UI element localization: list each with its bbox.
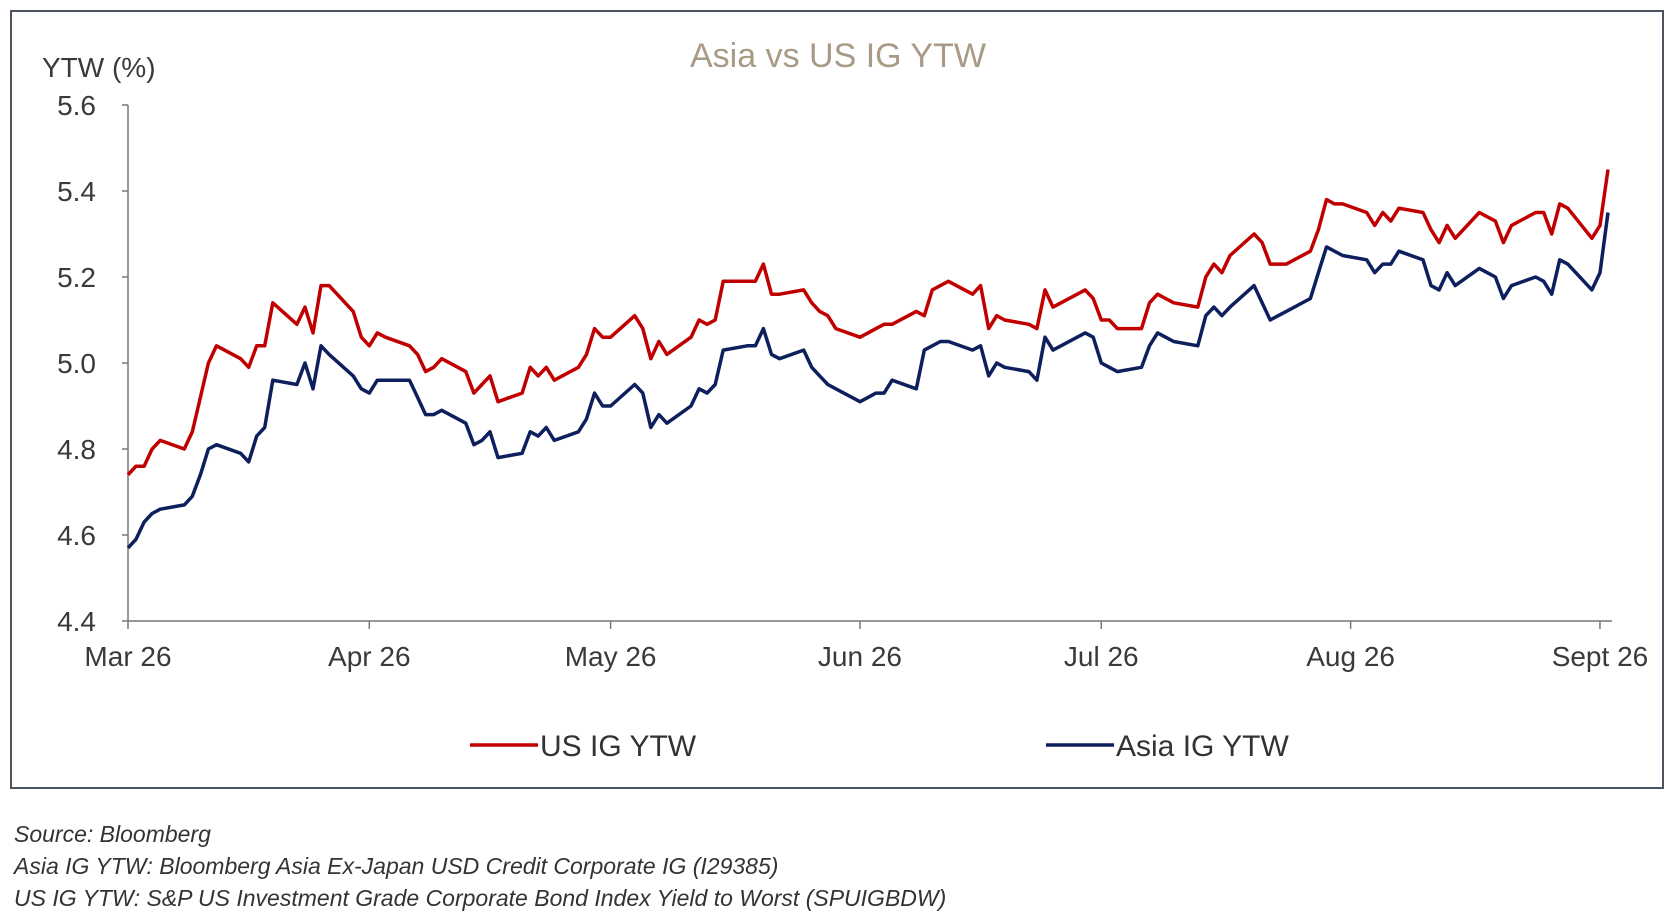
axes: 4.4 4.6 4.8 5.0 5.2 5.4 5.6 Mar 26 Apr 26 May 26 J…: [57, 90, 1648, 672]
x-tick-label: May 26: [565, 641, 657, 672]
chart-frame: [10, 10, 1664, 789]
y-tick-label: 5.0: [57, 348, 96, 379]
series-layer: [126, 169, 1610, 550]
us-ig-ytw-line: [126, 169, 1610, 476]
source-note: Source: Bloomberg: [14, 821, 211, 847]
x-tick-label: Mar 26: [84, 641, 171, 672]
footnotes: Source: Bloomberg Asia IG YTW: Bloomberg…: [14, 818, 1614, 914]
y-tick-label: 5.6: [57, 90, 96, 121]
x-tick-label: Apr 26: [328, 641, 411, 672]
y-tick-label: 4.8: [57, 434, 96, 465]
legend: US IG YTW Asia IG YTW: [470, 730, 1289, 763]
asia-ig-ytw-line: [126, 212, 1610, 550]
chart-title: Asia vs US IG YTW: [690, 37, 986, 75]
y-tick-label: 5.2: [57, 262, 96, 293]
legend-label-asia: Asia IG YTW: [1116, 730, 1289, 763]
x-tick-label: Jun 26: [818, 641, 902, 672]
chart-svg: Asia vs US IG YTW YTW (%) 4.4 4.6 4.8 5.0 5.…: [42, 37, 1648, 763]
y-axis-label: YTW (%): [42, 52, 156, 83]
x-tick-label: Jul 26: [1064, 641, 1139, 672]
y-tick-label: 4.4: [57, 606, 96, 637]
x-tick-label: Sept 26: [1552, 641, 1649, 672]
y-tick-label: 5.4: [57, 176, 96, 207]
asia-index-note: Asia IG YTW: Bloomberg Asia Ex-Japan USD…: [14, 853, 779, 879]
x-tick-label: Aug 26: [1306, 641, 1395, 672]
us-index-note: US IG YTW: S&P US Investment Grade Corpo…: [14, 885, 947, 911]
y-tick-label: 4.6: [57, 520, 96, 551]
legend-label-us: US IG YTW: [540, 730, 697, 763]
